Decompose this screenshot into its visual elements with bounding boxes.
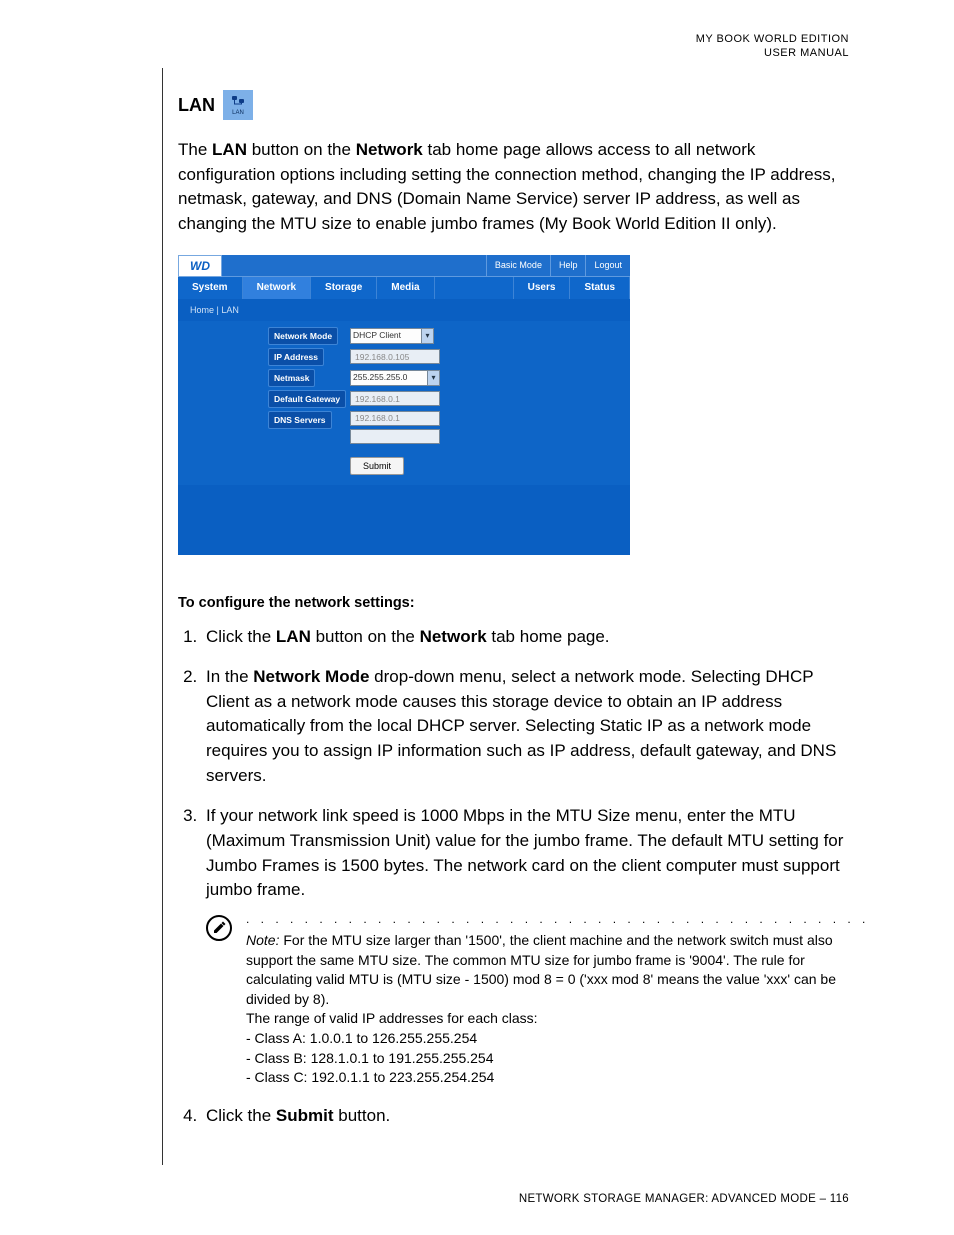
step-item: If your network link speed is 1000 Mbps … [202,804,848,1087]
header-line2: USER MANUAL [696,46,849,60]
tab-media[interactable]: Media [377,277,434,299]
note-text: Note: For the MTU size larger than '1500… [246,931,869,1088]
step-item: In the Network Mode drop-down menu, sele… [202,665,848,788]
netmask-select[interactable]: 255.255.255.0 [350,370,428,386]
pencil-in-circle-icon [206,915,232,941]
chevron-down-icon[interactable]: ▾ [428,370,440,386]
page-header: MY BOOK WORLD EDITION USER MANUAL [696,32,849,61]
gateway-field[interactable] [350,391,440,406]
step-text: If your network link speed is 1000 Mbps … [206,806,843,899]
top-link[interactable]: Basic Mode [486,255,550,276]
form-label: IP Address [268,348,324,366]
nav-tabs: System Network Storage Media Users Statu… [178,277,630,299]
wd-logo: WD [178,255,222,277]
note-block: . . . . . . . . . . . . . . . . . . . . … [206,913,848,1088]
instructions-heading: To configure the network settings: [178,595,848,611]
vertical-rule [162,68,163,1165]
section-heading: LAN LAN [178,90,848,120]
dns-field-2[interactable] [350,429,440,444]
network-mode-select[interactable]: DHCP Client [350,328,422,344]
tab-network[interactable]: Network [243,277,311,299]
ip-address-field[interactable] [350,349,440,364]
intro-paragraph: The LAN button on the Network tab home p… [178,138,848,237]
wd-admin-screenshot: WD Basic Mode Help Logout System Network… [178,255,630,555]
form-label: Netmask [268,369,315,387]
dns-field-1[interactable] [350,411,440,426]
page-footer: NETWORK STORAGE MANAGER: ADVANCED MODE –… [519,1193,849,1205]
tab-status[interactable]: Status [570,277,630,299]
form-label: Network Mode [268,327,338,345]
form-label: Default Gateway [268,390,346,408]
steps-list: Click the LAN button on the Network tab … [178,625,848,1129]
breadcrumb: Home | LAN [178,299,630,321]
step-item: Click the LAN button on the Network tab … [202,625,848,650]
tab-users[interactable]: Users [514,277,571,299]
note-divider: . . . . . . . . . . . . . . . . . . . . … [246,913,869,925]
top-link[interactable]: Logout [585,255,630,276]
header-line1: MY BOOK WORLD EDITION [696,32,849,46]
submit-button[interactable]: Submit [350,457,404,475]
top-link[interactable]: Help [550,255,586,276]
lan-icon: LAN [223,90,253,120]
lan-form: Network Mode DHCP Client▾ IP Address Net… [178,321,630,485]
form-label: DNS Servers [268,411,332,429]
tab-system[interactable]: System [178,277,243,299]
step-item: Click the Submit button. [202,1104,848,1129]
section-title: LAN [178,95,215,116]
tab-storage[interactable]: Storage [311,277,377,299]
top-links: Basic Mode Help Logout [486,255,630,277]
chevron-down-icon[interactable]: ▾ [422,328,434,344]
